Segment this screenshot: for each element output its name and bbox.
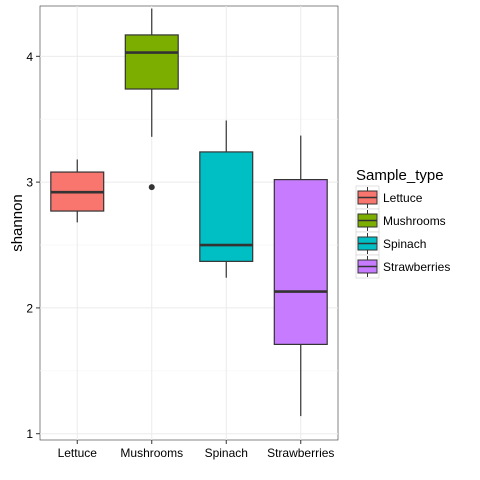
box-body [273,179,328,345]
y-tick-label: 2 [26,301,33,315]
box-strawberries [273,135,328,417]
legend-item-mushrooms: Mushrooms [355,208,446,233]
legend-label: Mushrooms [383,214,446,228]
box-spinach [199,120,254,278]
legend: Sample_type Lettuce Mushrooms Spinach Straw… [355,167,450,279]
legend-label: Strawberries [383,260,450,274]
box-body [124,34,179,90]
box-lettuce [50,159,105,223]
boxes [50,8,328,417]
legend-item-strawberries: Strawberries [355,254,450,279]
legend-item-lettuce: Lettuce [355,185,423,210]
legend-label: Spinach [383,237,426,251]
x-tick-label: Strawberries [267,446,334,460]
box-mushrooms [124,8,179,191]
x-tick-label: Lettuce [58,446,98,460]
x-tick-label: Spinach [205,446,248,460]
y-axis: 1 2 3 4 [26,50,40,441]
legend-label: Lettuce [383,191,423,205]
y-axis-label: shannon [9,194,26,252]
y-tick-label: 4 [26,50,33,64]
legend-item-spinach: Spinach [355,231,426,256]
x-axis: Lettuce Mushrooms Spinach Strawberries [58,440,334,460]
outlier-point [148,184,155,191]
legend-title: Sample_type [356,167,444,184]
y-tick-label: 3 [26,176,33,190]
legend-items: Lettuce Mushrooms Spinach Strawberries [355,185,450,279]
x-tick-label: Mushrooms [120,446,183,460]
y-tick-label: 1 [26,427,33,441]
box-body [199,151,254,262]
